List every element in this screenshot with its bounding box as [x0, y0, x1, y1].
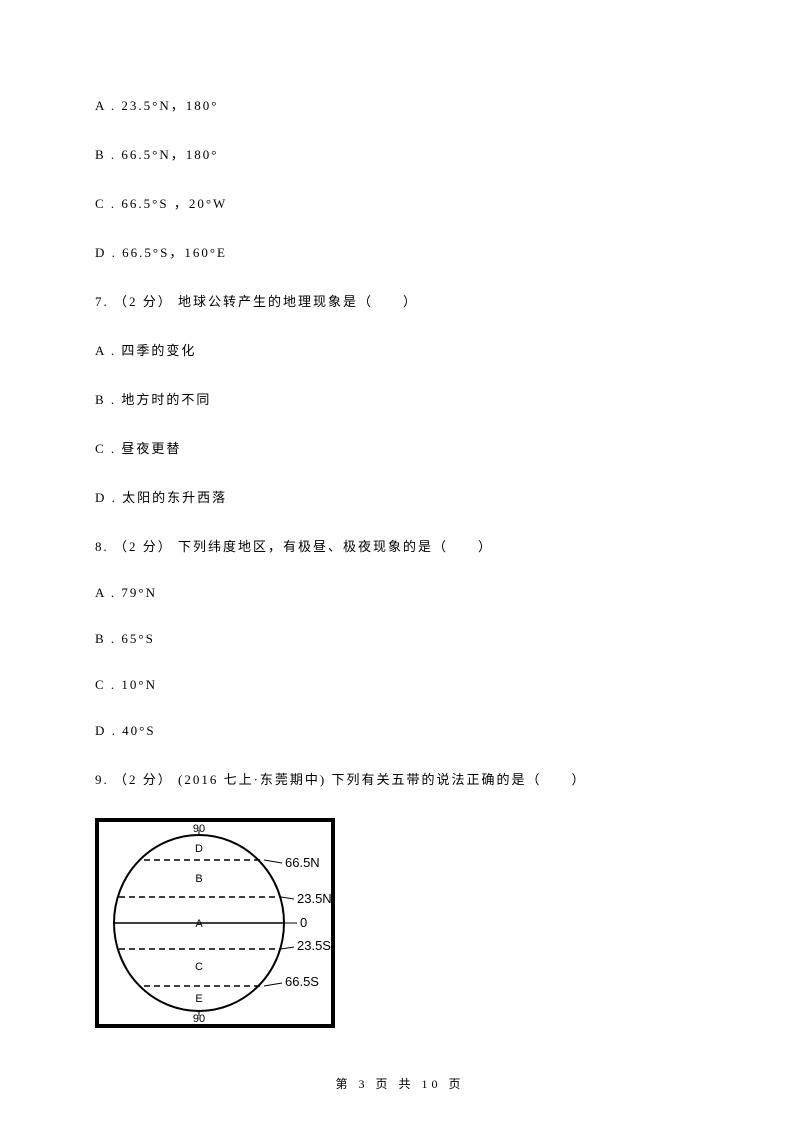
lat-665s: 66.5S [285, 974, 319, 989]
page-footer: 第 3 页 共 10 页 [0, 1075, 800, 1092]
zone-e: E [195, 993, 202, 1005]
option-a: A . 23.5°N，180° [95, 95, 705, 114]
q7-option-b: B . 地方时的不同 [95, 389, 705, 408]
diagram-top-label: 90 [193, 823, 205, 835]
zones-diagram: 90 90 D B A C E 66.5N 23.5N 0 23.5S 66.5… [95, 818, 335, 1028]
zone-b: B [195, 873, 202, 885]
question-9: 9. （2 分） (2016 七上·东莞期中) 下列有关五带的说法正确的是（ ） [95, 769, 705, 788]
question-8: 8. （2 分） 下列纬度地区，有极昼、极夜现象的是（ ） [95, 536, 705, 555]
q7-option-a: A . 四季的变化 [95, 340, 705, 359]
question-7: 7. （2 分） 地球公转产生的地理现象是（ ） [95, 291, 705, 310]
zone-a: A [195, 918, 203, 930]
q8-option-b: B . 65°S [95, 631, 705, 647]
option-d: D . 66.5°S，160°E [95, 242, 705, 261]
option-c: C . 66.5°S ，20°W [95, 193, 705, 212]
q7-option-d: D . 太阳的东升西落 [95, 487, 705, 506]
diagram-bottom-label: 90 [193, 1013, 205, 1024]
lat-235s: 23.5S [297, 938, 331, 953]
zone-d: D [195, 843, 203, 855]
lat-665n: 66.5N [285, 855, 320, 870]
q8-option-d: D . 40°S [95, 723, 705, 739]
lat-eq: 0 [300, 915, 307, 930]
q7-option-c: C . 昼夜更替 [95, 438, 705, 457]
q8-option-c: C . 10°N [95, 677, 705, 693]
diagram-svg: 90 90 D B A C E 66.5N 23.5N 0 23.5S 66.5… [99, 822, 331, 1024]
q8-option-a: A . 79°N [95, 585, 705, 601]
option-b: B . 66.5°N，180° [95, 144, 705, 163]
lat-235n: 23.5N [297, 891, 331, 906]
zone-c: C [195, 961, 203, 973]
